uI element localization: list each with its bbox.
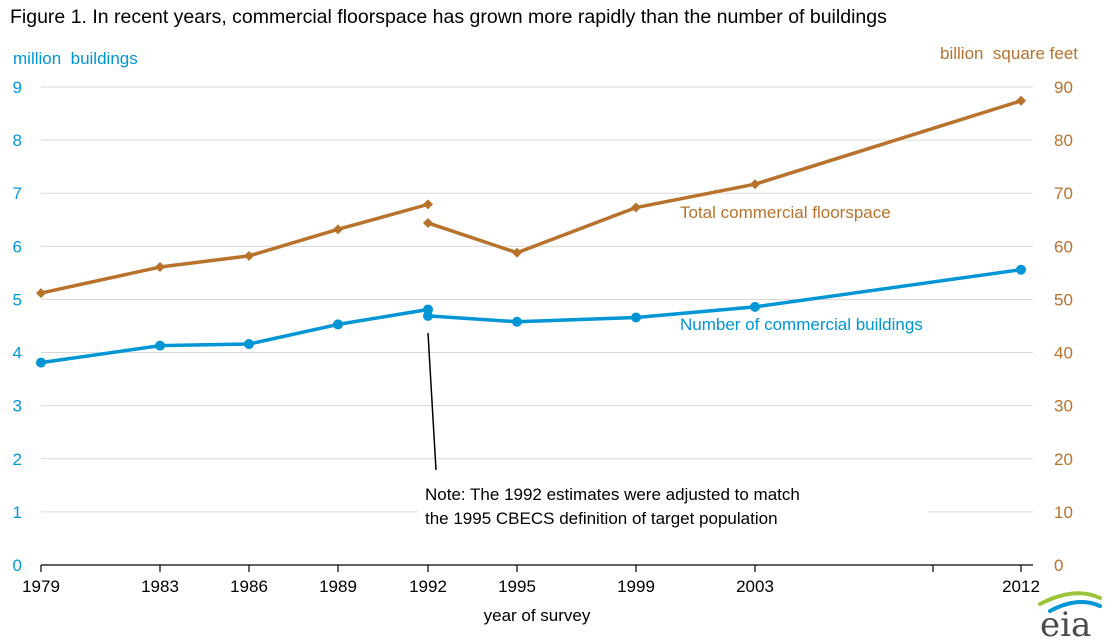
y-left-axis-label: million buildings xyxy=(13,49,138,68)
data-point xyxy=(333,224,343,235)
x-tick-label: 1995 xyxy=(498,577,536,596)
y-right-tick-label: 0 xyxy=(1054,556,1063,575)
data-point xyxy=(1016,264,1026,275)
data-point xyxy=(750,179,760,190)
x-tick-label: 1986 xyxy=(230,577,268,596)
series-line xyxy=(427,267,1022,324)
y-left-tick-label: 9 xyxy=(13,78,22,97)
grid-lines xyxy=(41,86,1033,513)
x-tick-label: 1992 xyxy=(409,577,447,596)
y-left-tick-label: 3 xyxy=(13,397,22,416)
y-left-tick-label: 6 xyxy=(13,237,22,256)
x-axis-label: year of survey xyxy=(484,606,591,625)
data-point xyxy=(631,312,641,323)
y-left-tick-label: 8 xyxy=(13,131,22,150)
x-tick-label: 2012 xyxy=(1002,577,1040,596)
annotation-note-line2: the 1995 CBECS definition of target popu… xyxy=(425,509,778,528)
data-point xyxy=(631,202,641,213)
y-right-tick-label: 50 xyxy=(1054,290,1073,309)
data-point xyxy=(155,262,165,273)
eia-logo-swoosh-green xyxy=(1038,591,1102,606)
data-point xyxy=(750,301,760,312)
data-point xyxy=(244,339,254,350)
y-right-tick-label: 40 xyxy=(1054,344,1073,363)
data-point xyxy=(36,357,46,368)
series-line xyxy=(427,99,1022,255)
y-right-tick-label: 70 xyxy=(1054,184,1073,203)
x-tick-label: 1989 xyxy=(319,577,357,596)
x-tick-label: 2003 xyxy=(736,577,774,596)
x-tick-label: 1999 xyxy=(617,577,655,596)
data-point xyxy=(423,217,433,228)
data-point xyxy=(333,319,343,330)
annotation-note-line1: Note: The 1992 estimates were adjusted t… xyxy=(425,485,800,504)
chart-title: Figure 1. In recent years, commercial fl… xyxy=(10,6,887,28)
series-label-buildings: Number of commercial buildings xyxy=(680,315,923,334)
axes xyxy=(40,564,1033,572)
y-left-tick-label: 2 xyxy=(13,450,22,469)
eia-logo-text: eia xyxy=(1040,605,1091,642)
eia-logo-icon: eia xyxy=(1038,591,1102,642)
data-series xyxy=(36,95,1026,368)
y-left-tick-label: 0 xyxy=(13,556,22,575)
data-point xyxy=(244,250,254,261)
y-left-tick-label: 4 xyxy=(13,344,22,363)
series-line xyxy=(40,307,429,365)
series-line xyxy=(40,202,429,295)
data-point xyxy=(1016,95,1026,106)
y-right-tick-label: 20 xyxy=(1054,450,1073,469)
data-point xyxy=(512,247,522,258)
eia-logo-swoosh-blue xyxy=(1048,600,1102,613)
y-left-tick-label: 1 xyxy=(13,503,22,522)
annotation-pointer xyxy=(427,332,437,471)
y-right-tick-label: 90 xyxy=(1054,78,1073,97)
y-left-tick-label: 5 xyxy=(13,290,22,309)
data-point xyxy=(155,340,165,351)
data-point xyxy=(512,316,522,327)
x-tick-label: 1979 xyxy=(22,577,60,596)
x-tick-label: 1983 xyxy=(141,577,179,596)
data-point xyxy=(423,199,433,210)
y-left-tick-label: 7 xyxy=(13,184,22,203)
annotation-box xyxy=(418,478,928,530)
series-label-floorspace: Total commercial floorspace xyxy=(680,203,891,222)
y-right-tick-label: 10 xyxy=(1054,503,1073,522)
y-right-tick-label: 30 xyxy=(1054,397,1073,416)
y-right-tick-label: 60 xyxy=(1054,237,1073,256)
data-point xyxy=(36,288,46,299)
y-right-axis-label: billion square feet xyxy=(940,44,1078,63)
data-point xyxy=(423,310,433,321)
y-right-tick-label: 80 xyxy=(1054,131,1073,150)
